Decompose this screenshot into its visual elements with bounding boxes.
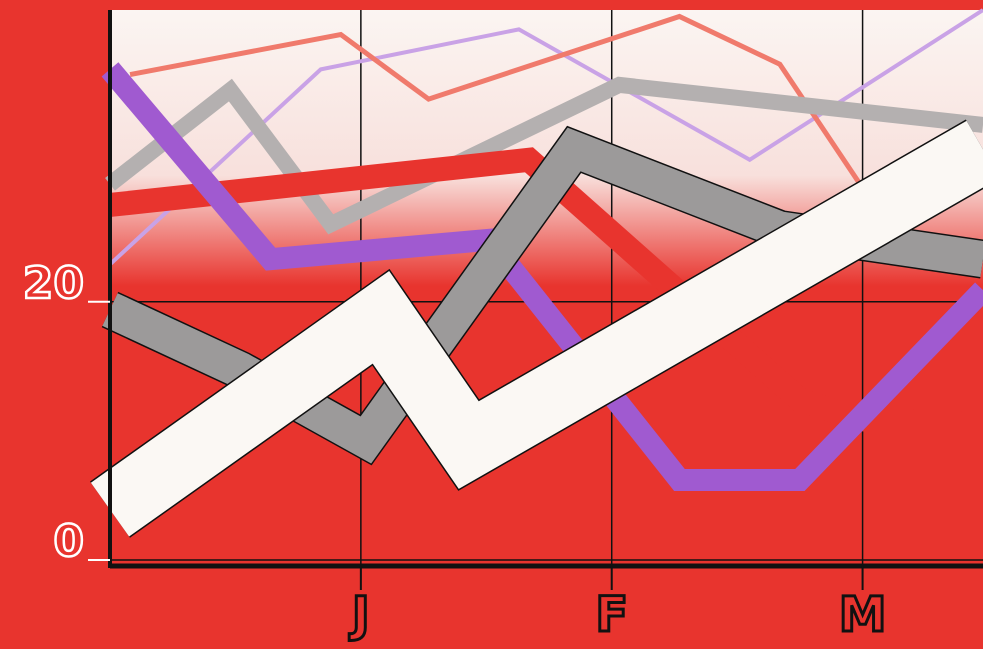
x-tick-label: F — [595, 587, 628, 643]
x-tick-label: M — [839, 587, 887, 643]
line — [108, 147, 983, 437]
x-tick-label: J — [349, 587, 370, 643]
line — [105, 76, 983, 235]
y-tick-label: 0 — [53, 516, 84, 567]
y-tick-label: 20 — [23, 258, 84, 309]
line — [90, 120, 983, 537]
line — [129, 13, 863, 186]
